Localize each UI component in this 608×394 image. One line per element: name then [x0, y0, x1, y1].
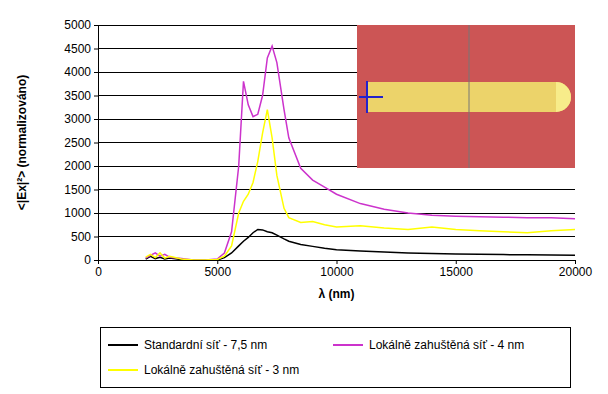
legend-entry: Lokálně zahuštěná síť - 4 nm — [333, 338, 524, 352]
x-axis: 0 5000 10000 15000 20000 — [95, 260, 592, 279]
tick: 4000 — [64, 65, 98, 79]
tick: 2500 — [64, 136, 98, 150]
tick: 1000 — [64, 206, 98, 220]
tick-mark — [575, 260, 576, 264]
tick-mark — [94, 260, 98, 261]
x-axis-title: λ (nm) — [319, 287, 355, 301]
tick-mark — [94, 72, 98, 73]
tick-label: 5000 — [204, 265, 231, 279]
tick-mark — [94, 49, 98, 50]
inset-bg — [357, 25, 575, 168]
legend-swatch — [108, 369, 138, 371]
tick: 0 — [95, 260, 102, 279]
legend: Standardní síť - 7,5 nm Lokálně zahuštěná… — [101, 328, 571, 388]
axis-line — [99, 261, 576, 265]
tick-mark — [94, 166, 98, 167]
tick: 2000 — [64, 159, 98, 173]
legend-box — [101, 328, 571, 388]
plot: 0 500 1000 1500 2000 2500 3000 3500 4000 4500 5000… — [64, 18, 592, 278]
tick: 5000 — [204, 260, 231, 279]
tick-mark — [94, 143, 98, 144]
tick-label: 2500 — [64, 136, 91, 150]
tick-label: 1500 — [64, 183, 91, 197]
legend-label: Lokálně zahuštěná síť - 4 nm — [369, 338, 524, 352]
tick-label: 20000 — [559, 265, 593, 279]
inset-cross — [359, 96, 383, 98]
tick: 15000 — [440, 260, 474, 279]
tick-label: 0 — [84, 253, 91, 267]
grid — [98, 25, 575, 260]
inset-cross — [366, 81, 368, 113]
legend-swatch — [108, 344, 138, 346]
tick-label: 5000 — [64, 18, 91, 32]
tick-mark — [94, 190, 98, 191]
tick: 3000 — [64, 112, 98, 126]
tick: 3500 — [64, 89, 98, 103]
tick: 10000 — [320, 260, 354, 279]
y-axis: 0 500 1000 1500 2000 2500 3000 3500 4000 4500 5000 — [64, 18, 98, 267]
tick-mark — [94, 213, 98, 214]
tick-label: 1000 — [64, 206, 91, 220]
tick-label: 15000 — [440, 265, 474, 279]
grid-line — [98, 236, 575, 237]
legend-entry: Standardní síť - 7,5 nm — [108, 338, 267, 352]
chart: 0 500 1000 1500 2000 2500 3000 3500 4000 4500 5000… — [0, 0, 608, 394]
inset-line — [469, 25, 470, 168]
tick-label: 3000 — [64, 112, 91, 126]
tick-mark — [94, 25, 98, 26]
y-axis-title: <|Ex|²> (normalizováno) — [15, 75, 29, 210]
tick: 20000 — [559, 260, 593, 279]
grid-line — [98, 213, 575, 214]
axis-line — [94, 26, 99, 261]
tick: 4500 — [64, 42, 98, 56]
tick-mark — [94, 119, 98, 120]
tick: 500 — [71, 230, 98, 244]
tick-mark — [94, 96, 98, 97]
inset — [357, 25, 575, 168]
legend-label: Lokálně zahuštěná síť - 3 nm — [144, 363, 299, 377]
tick-label: 10000 — [320, 265, 354, 279]
legend-swatch — [333, 344, 363, 346]
tick-mark — [98, 260, 99, 264]
legend-entry: Lokálně zahuštěná síť - 3 nm — [108, 363, 299, 377]
tick-mark — [217, 260, 218, 264]
inset-rod-body — [367, 82, 556, 112]
legend-label: Standardní síť - 7,5 nm — [144, 338, 267, 352]
tick-label: 4000 — [64, 65, 91, 79]
tick-mark — [337, 260, 338, 264]
tick: 1500 — [64, 183, 98, 197]
tick-mark — [94, 237, 98, 238]
series-line — [146, 229, 575, 260]
tick-mark — [456, 260, 457, 264]
tick-label: 3500 — [64, 89, 91, 103]
tick-label: 0 — [95, 265, 102, 279]
tick-label: 4500 — [64, 42, 91, 56]
tick-label: 2000 — [64, 159, 91, 173]
tick-label: 500 — [71, 230, 91, 244]
grid-line — [98, 189, 575, 190]
tick: 5000 — [64, 18, 98, 32]
